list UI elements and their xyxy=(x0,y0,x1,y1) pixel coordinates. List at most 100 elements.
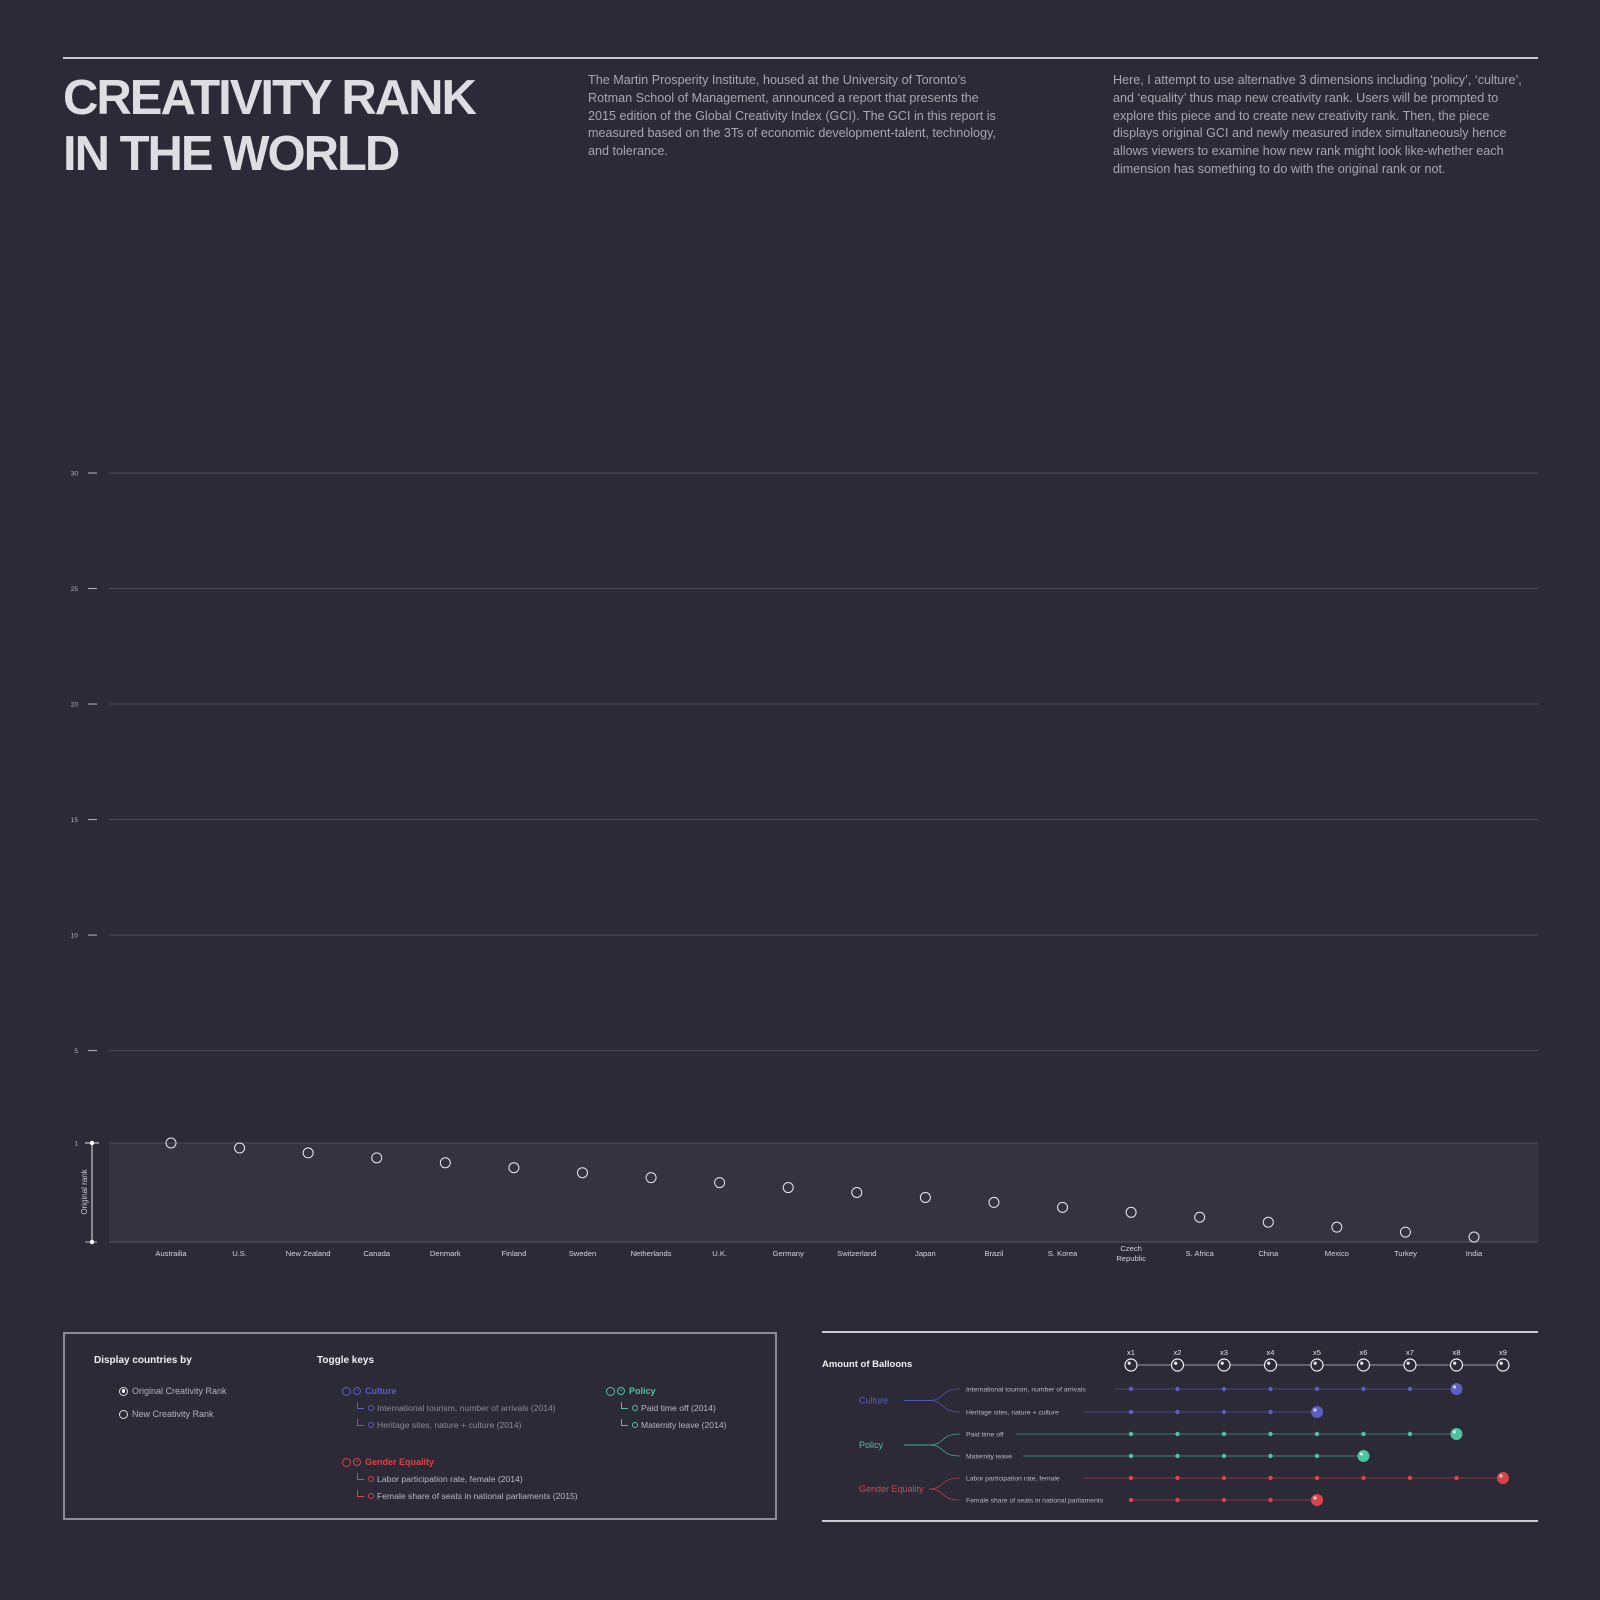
balloon-dot xyxy=(1268,1497,1273,1503)
circle-icon xyxy=(368,1493,374,1499)
balloon-item-label: International tourism, number of arrival… xyxy=(966,1387,1086,1394)
data-point xyxy=(439,1157,451,1169)
balloon-dot xyxy=(1175,1475,1180,1481)
data-point xyxy=(234,1142,246,1154)
balloon-icon xyxy=(1449,1358,1464,1372)
balloon-item-label: Maternity leave xyxy=(966,1454,1012,1461)
balloon-icon xyxy=(1496,1358,1510,1372)
balloon-icon xyxy=(1124,1358,1138,1372)
branch-icon xyxy=(357,1402,364,1409)
group-label: Policy xyxy=(629,1386,656,1396)
balloon-highlight-icon xyxy=(1406,1361,1410,1365)
x-category-label: Brazil xyxy=(984,1249,1003,1258)
balloon-highlight-icon xyxy=(1359,1452,1364,1456)
collapse-icon: − xyxy=(353,1387,361,1395)
balloon-highlight-icon xyxy=(1313,1408,1317,1412)
x-category-label: Mexico xyxy=(1325,1249,1349,1258)
balloon-icon xyxy=(1217,1358,1231,1372)
balloon-dot xyxy=(1268,1386,1273,1392)
option-label: Original Creativity Rank xyxy=(132,1386,227,1396)
balloon-dot xyxy=(1221,1431,1227,1437)
page-title: CREATIVITY RANK IN THE WORLD xyxy=(63,70,523,182)
key-label: Labor participation rate, female (2014) xyxy=(377,1474,523,1484)
data-point xyxy=(302,1147,314,1159)
balloon-dot xyxy=(1407,1386,1413,1392)
data-point xyxy=(645,1172,657,1184)
balloon-end-icon xyxy=(1311,1494,1323,1506)
approach-text: Here, I attempt to use alternative 3 dim… xyxy=(1113,73,1522,176)
balloon-dot xyxy=(1268,1453,1273,1459)
header-rule xyxy=(63,57,1538,59)
balloon-dot xyxy=(1221,1386,1227,1392)
toggle-female-seats[interactable]: Female share of seats in national parlia… xyxy=(357,1490,578,1501)
group-connector xyxy=(904,1444,961,1457)
toggle-culture[interactable]: − Culture xyxy=(342,1386,397,1396)
toggle-tourism[interactable]: International tourism, number of arrival… xyxy=(357,1402,556,1413)
balloon-item-label: Paid time off xyxy=(966,1432,1004,1439)
y-tick-label: 15 xyxy=(71,817,79,824)
balloon-dot xyxy=(1407,1475,1413,1481)
rank-axis-dot xyxy=(89,1239,95,1245)
circle-icon xyxy=(368,1405,374,1411)
title-line-2: IN THE WORLD xyxy=(63,127,400,181)
key-label: Female share of seats in national parlia… xyxy=(377,1491,578,1501)
balloon-dot xyxy=(1314,1386,1320,1392)
balloon-item-label: Heritage sites, nature + culture xyxy=(966,1410,1059,1417)
balloon-dot xyxy=(1175,1431,1180,1437)
branch-icon xyxy=(357,1473,364,1480)
balloon-end-icon xyxy=(1497,1472,1509,1484)
balloon-dot xyxy=(1314,1475,1320,1481)
group-connector xyxy=(928,1477,961,1490)
x-category-label: Austrailia xyxy=(155,1249,187,1258)
y-tick-label: 5 xyxy=(74,1048,78,1055)
display-title: Display countries by xyxy=(94,1355,192,1366)
intro-text: The Martin Prosperity Institute, housed … xyxy=(588,73,996,159)
data-point xyxy=(919,1191,931,1203)
balloon-highlight-icon xyxy=(1499,1474,1503,1478)
y-tick-label: 20 xyxy=(71,702,79,709)
data-point xyxy=(508,1162,520,1174)
balloon-dot xyxy=(1128,1409,1134,1415)
toggle-paid-time-off[interactable]: Paid time off (2014) xyxy=(621,1402,716,1413)
multiplier-label: x6 xyxy=(1360,1348,1368,1357)
balloon-icon xyxy=(1310,1358,1324,1372)
y-tick-label: 30 xyxy=(71,471,79,478)
x-category-label: Japan xyxy=(915,1249,936,1258)
balloon-highlight-icon xyxy=(1220,1361,1224,1365)
balloon-group-label: Gender Equality xyxy=(859,1484,924,1494)
circle-icon xyxy=(632,1422,638,1428)
branch-icon xyxy=(621,1402,628,1409)
radio-icon xyxy=(119,1409,128,1419)
balloon-group-label: Culture xyxy=(859,1396,888,1406)
balloon-dot xyxy=(1175,1409,1180,1415)
data-point xyxy=(1125,1206,1137,1218)
rank-band xyxy=(109,1143,1538,1242)
data-point xyxy=(988,1196,1000,1208)
balloon-dot xyxy=(1221,1475,1227,1481)
option-new-rank[interactable]: New Creativity Rank xyxy=(119,1409,214,1419)
balloon-highlight-icon xyxy=(1174,1361,1178,1365)
y-tick-label: 1 xyxy=(74,1141,78,1148)
x-category-label: S. Korea xyxy=(1048,1249,1078,1258)
data-point xyxy=(1194,1211,1206,1223)
data-point xyxy=(1468,1231,1480,1243)
toggle-heritage[interactable]: Heritage sites, nature + culture (2014) xyxy=(357,1419,522,1430)
balloon-dot xyxy=(1128,1497,1134,1503)
balloon-icon xyxy=(1356,1358,1371,1372)
key-label: Heritage sites, nature + culture (2014) xyxy=(377,1420,522,1430)
group-connector xyxy=(904,1388,961,1401)
toggle-labor-participation[interactable]: Labor participation rate, female (2014) xyxy=(357,1473,523,1484)
balloon-highlight-icon xyxy=(1360,1361,1364,1365)
toggle-gender-equality[interactable]: − Gender Equality xyxy=(342,1457,434,1467)
circle-icon xyxy=(368,1476,374,1482)
toggle-maternity-leave[interactable]: Maternity leave (2014) xyxy=(621,1419,727,1430)
x-category-label: New Zealand xyxy=(286,1249,331,1258)
y-tick-label: 25 xyxy=(71,586,79,593)
data-point xyxy=(576,1167,588,1179)
multiplier-label: x8 xyxy=(1453,1348,1461,1357)
y-tick-label: 10 xyxy=(71,933,79,940)
toggle-policy[interactable]: − Policy xyxy=(606,1386,656,1396)
data-point xyxy=(1399,1226,1411,1238)
balloon-end-icon xyxy=(1450,1383,1463,1395)
option-original-rank[interactable]: Original Creativity Rank xyxy=(119,1386,227,1396)
